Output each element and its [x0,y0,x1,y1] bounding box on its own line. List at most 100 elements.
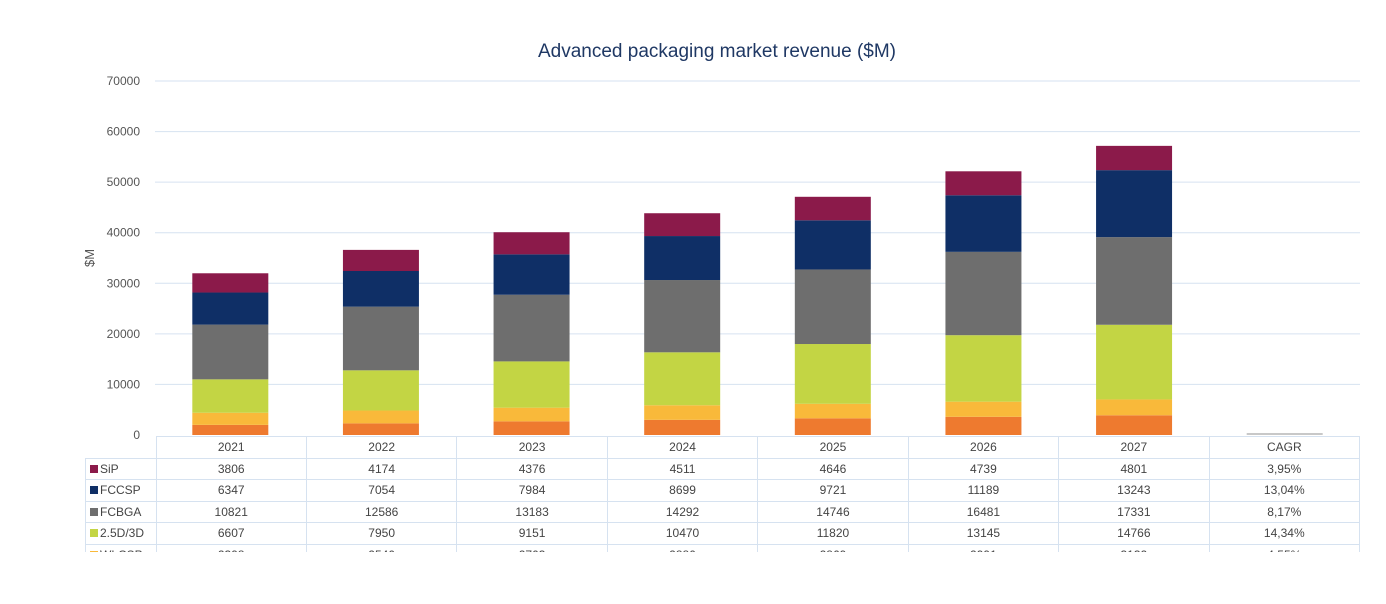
table-cell: 2703 [456,543,608,552]
series-name: FCCSP [100,483,141,498]
y-tick-label: 40000 [107,226,141,240]
bar-segment [1096,170,1173,238]
table-cell: 2869 [757,543,909,552]
data-table-wrap: 2021 2022 2023 2024 2025 2026 2027 CAGR SiP 3806 4… [85,436,1360,552]
table-cell: 4376 [456,457,608,480]
table-header-year: 2026 [907,436,1060,459]
table-header-year: 2023 [456,436,608,459]
bar-segment [794,269,871,345]
series-label: FCCSP [85,479,157,502]
bar-segment [342,249,419,271]
series-label: FCBGA [85,500,157,523]
table-header-year: 2024 [606,436,759,459]
table-cell-cagr: 13,04% [1208,479,1360,502]
table-cell-cagr: 14,34% [1208,522,1360,545]
table-cell: 13183 [456,500,608,523]
bar-segment [1096,415,1173,435]
table-cell: 4174 [305,457,458,480]
y-tick-label: 70000 [107,74,141,88]
bar-segment [1096,145,1173,171]
table-cell: 4801 [1058,457,1210,480]
table-cell: 3806 [155,457,307,480]
y-tick-label: 50000 [107,175,141,189]
bar-segment [493,361,570,408]
bar-segment [342,270,419,307]
table-cell: 12586 [305,500,458,523]
table-cell: 10821 [155,500,307,523]
bar-segment [493,421,570,435]
bar-segment [794,196,871,221]
table-cell: 11820 [757,522,909,545]
bar-segment [1096,324,1173,400]
table-cell: 10470 [606,522,759,545]
bar-segment [493,232,570,255]
table-cell: 6347 [155,479,307,502]
y-axis-label: $M [82,249,97,267]
bar-segment [945,195,1022,252]
chart-title: Advanced packaging market revenue ($M) [538,41,896,62]
table-cell: 2540 [305,543,458,552]
table-corner [85,436,157,458]
table-cell: 14766 [1058,522,1210,545]
bar-segment [794,220,871,270]
table-cell-cagr: 8,17% [1208,500,1360,523]
bar-segment [794,344,871,404]
series-label: WLCSP [85,543,157,552]
table-cell: 14746 [757,500,909,523]
table-cell: 13243 [1058,479,1210,502]
table-cell: 9721 [757,479,909,502]
bar-segment [493,254,570,295]
bar-segment [644,280,721,353]
series-name: FCBGA [100,504,142,519]
bar-segment [342,306,419,371]
bar-segment [192,292,269,325]
bar-segment [794,418,871,435]
table-cell: 2991 [907,543,1060,552]
y-tick-label: 30000 [107,276,141,290]
bar-segment [945,401,1022,417]
legend-swatch [90,464,98,473]
table-cell: 16481 [907,500,1060,523]
legend-swatch [90,507,98,516]
series-name: 2.5D/3D [100,526,145,541]
table-header-cagr: CAGR [1208,436,1360,459]
bar-segment [493,407,570,422]
table-cell-cagr: 3,95% [1208,457,1360,480]
bar-segment [192,424,269,435]
bar-segment [342,423,419,435]
bar-segment [342,410,419,424]
table-row: 2.5D/3D 6607 7950 9151 10470 11820 13145 14766 1… [85,522,1360,545]
table-cell: 9151 [456,522,608,545]
table-cell: 11189 [907,479,1060,502]
series-label: SiP [85,457,157,480]
bar-segment [644,352,721,406]
table-cell: 7054 [305,479,458,502]
bar-segment [192,412,269,425]
table-header-year: 2027 [1058,436,1210,459]
legend-swatch [90,550,98,552]
bar-segment [644,236,721,281]
table-header-year: 2021 [155,436,307,459]
legend-swatch [90,486,98,495]
bar-segment [945,251,1022,336]
data-table: 2021 2022 2023 2024 2025 2026 2027 CAGR SiP 3806 4… [85,436,1360,552]
table-cell: 4646 [757,457,909,480]
bar-segment [945,335,1022,402]
table-cell: 2398 [155,543,307,552]
bar-segment [644,405,721,420]
bar-segment [945,171,1022,196]
table-row: FCCSP 6347 7054 7984 8699 9721 11189 13243 13,04… [85,479,1360,502]
table-cell: 6607 [155,522,307,545]
table-header-row: 2021 2022 2023 2024 2025 2026 2027 CAGR [85,436,1360,459]
y-tick-label: 10000 [107,377,141,391]
bar-segment [1096,399,1173,416]
table-row: WLCSP 23982540270328802869299131324,55% [85,543,1360,552]
legend-swatch [90,529,98,538]
table-cell: 17331 [1058,500,1210,523]
table-header-year: 2025 [757,436,909,459]
series-name: SiP [100,461,119,476]
bar-segment [794,403,871,419]
y-tick-label: 20000 [107,327,141,341]
bar-segment [192,379,269,413]
bar-segment [342,370,419,411]
